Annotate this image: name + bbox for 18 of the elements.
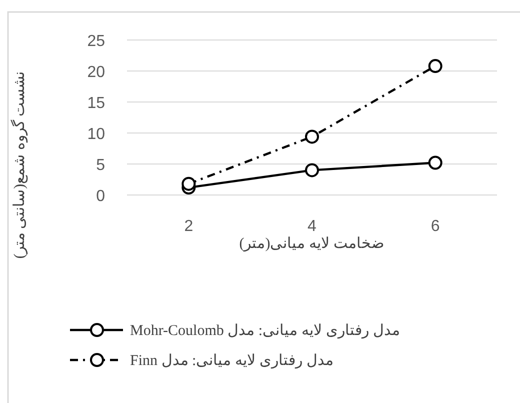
y-tick-label: 10 [87, 126, 106, 143]
legend-label: مدل رفتاری لایه میانی: مدل Finn [130, 353, 334, 369]
x-tick-label: 6 [430, 218, 440, 235]
y-tick-label: 20 [87, 64, 106, 81]
y-axis-title: نشست گروه شمع(سانتی متر) [10, 71, 28, 259]
point [428, 156, 442, 170]
x-tick-label: 4 [308, 218, 317, 235]
y-tick-label: 25 [87, 33, 106, 50]
y-tick-label: 5 [96, 157, 106, 174]
x-axis-title: ضخامت لایه میانی(متر) [239, 236, 385, 252]
point [428, 59, 442, 74]
point [182, 176, 196, 191]
point [305, 130, 319, 144]
legend-label: مدل رفتاری لایه میانی: مدل Mohr-Coulomb [130, 323, 400, 339]
x-tick-label: 2 [184, 218, 194, 235]
y-tick-label: 15 [87, 95, 106, 112]
y-tick-label: 0 [96, 188, 106, 205]
point [305, 163, 319, 178]
